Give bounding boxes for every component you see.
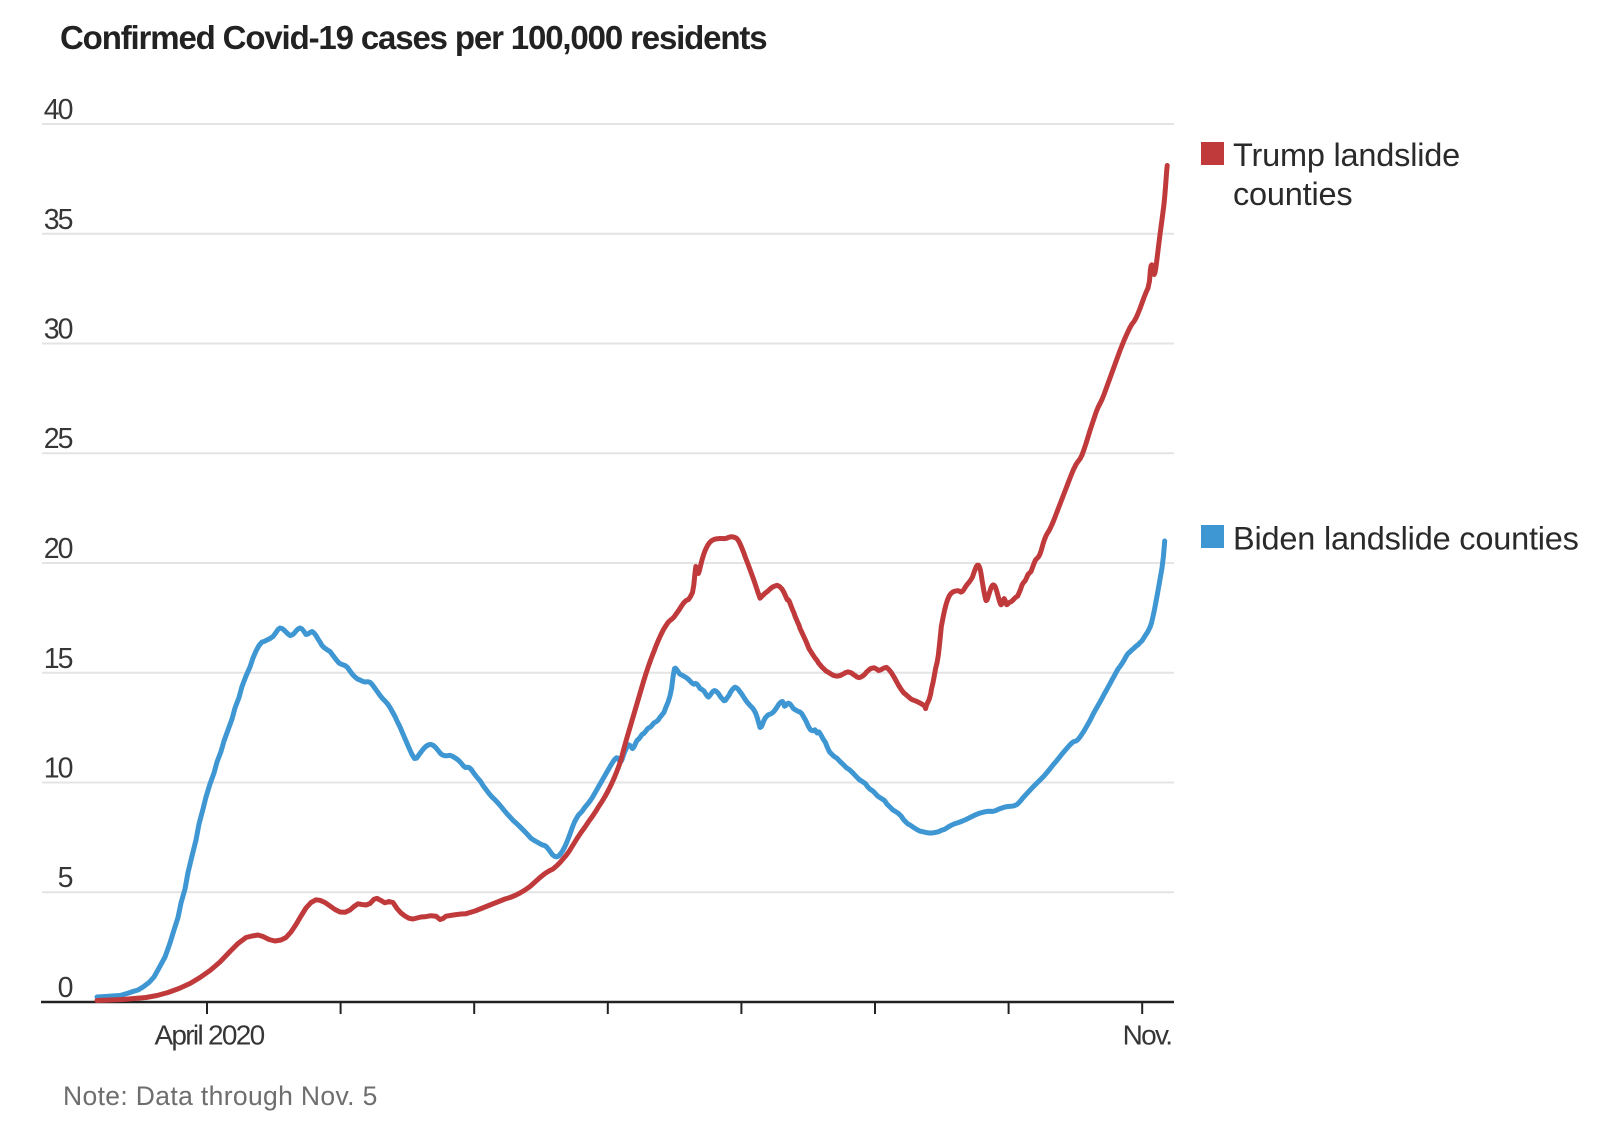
svg-text:5: 5: [58, 862, 73, 894]
svg-text:10: 10: [44, 753, 73, 785]
svg-text:30: 30: [44, 314, 73, 346]
svg-text:Confirmed Covid-19 cases per 1: Confirmed Covid-19 cases per 100,000 res…: [60, 19, 766, 56]
svg-text:April 2020: April 2020: [154, 1020, 264, 1051]
svg-text:Note: Data through Nov. 5: Note: Data through Nov. 5: [63, 1081, 378, 1111]
svg-text:15: 15: [44, 643, 73, 675]
svg-text:Nov.: Nov.: [1123, 1020, 1172, 1051]
svg-text:0: 0: [58, 972, 73, 1004]
svg-text:35: 35: [44, 204, 73, 236]
svg-text:Biden landslide counties: Biden landslide counties: [1233, 521, 1579, 557]
svg-text:counties: counties: [1233, 176, 1352, 212]
svg-text:25: 25: [44, 423, 73, 455]
svg-text:40: 40: [44, 94, 73, 126]
svg-text:20: 20: [44, 533, 73, 565]
svg-text:Trump landslide: Trump landslide: [1233, 137, 1460, 173]
